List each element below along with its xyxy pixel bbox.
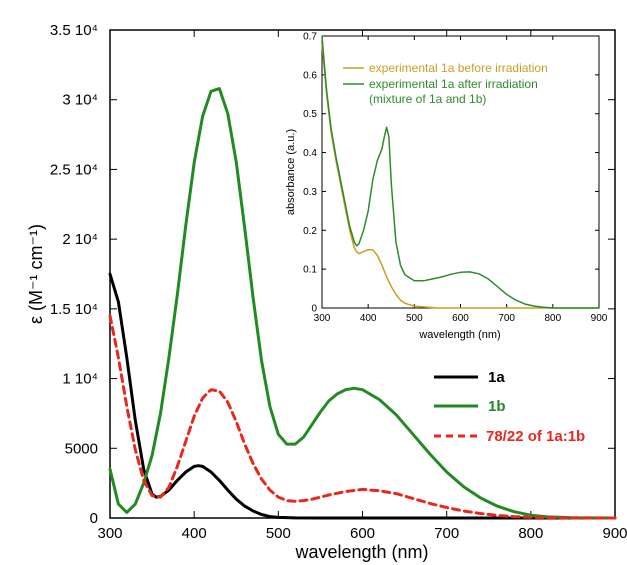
inset-background — [322, 36, 599, 308]
x-tick-label: 700 — [434, 525, 459, 542]
y-tick-label: 0.4 — [303, 148, 317, 159]
y-tick-label: 2.5 10⁴ — [50, 161, 98, 178]
x-tick-label: 600 — [350, 525, 375, 542]
x-tick-label: 800 — [544, 313, 561, 324]
y-tick-label: 0 — [90, 510, 98, 527]
inset-x-axis-title: wavelength (nm) — [418, 329, 500, 341]
x-tick-label: 900 — [591, 313, 608, 324]
legend-label-1b: 1b — [488, 398, 506, 415]
inset-axis-ticks: 300 400 500 600 700 800 900 0 0.1 0.2 0.3 0.4 0.5 0.6… — [303, 32, 608, 325]
y-tick-label: 0.5 — [303, 109, 317, 120]
inset-legend-label-before: experimental 1a before irradiation — [369, 61, 548, 75]
main-legend: 1a 1b 78/22 of 1a:1b — [434, 369, 585, 445]
x-tick-label: 700 — [498, 313, 515, 324]
y-tick-label: 1.5 10⁴ — [50, 301, 98, 318]
series-line-2 — [108, 314, 617, 520]
inset-legend-label-after: experimental 1a after irradiation — [369, 77, 538, 91]
series-line-1 — [108, 87, 617, 520]
x-tick-label: 900 — [602, 525, 627, 542]
y-tick-label: 2 10⁴ — [62, 231, 98, 248]
x-tick-label: 400 — [360, 313, 377, 324]
y-tick-label: 0.1 — [303, 265, 317, 276]
x-tick-label: 500 — [406, 313, 423, 324]
main-series-group — [108, 87, 617, 520]
legend-label-1a: 1a — [488, 369, 505, 386]
y-tick-label: 0 — [311, 304, 317, 315]
x-tick-label: 500 — [266, 525, 291, 542]
y-tick-label: 0.3 — [303, 187, 317, 198]
inset-series-group — [321, 35, 600, 309]
y-tick-label: 0.2 — [303, 226, 317, 237]
y-tick-label: 3 10⁴ — [62, 92, 98, 109]
series-line-1 — [321, 35, 600, 309]
main-y-axis-title: ε (M⁻¹ cm⁻¹) — [26, 224, 46, 324]
y-tick-label: 3.5 10⁴ — [50, 22, 98, 39]
y-tick-label: 0.7 — [303, 32, 317, 43]
main-x-axis-title: wavelength (nm) — [294, 542, 428, 562]
series-line-0 — [108, 272, 617, 520]
series-line-0 — [321, 43, 600, 309]
x-tick-label: 800 — [518, 525, 543, 542]
inset-y-axis-title: absorbance (a.u.) — [285, 129, 297, 215]
x-tick-label: 600 — [452, 313, 469, 324]
x-tick-label: 300 — [314, 313, 331, 324]
x-tick-label: 400 — [182, 525, 207, 542]
y-tick-label: 5000 — [65, 440, 98, 457]
x-tick-label: 300 — [97, 525, 122, 542]
legend-label-mixture: 78/22 of 1a:1b — [486, 428, 585, 445]
y-tick-label: 0.6 — [303, 70, 317, 81]
inset-legend: experimental 1a before irradiation exper… — [343, 61, 548, 106]
inset-legend-note: (mixture of 1a and 1b) — [369, 92, 486, 106]
y-tick-label: 1 10⁴ — [62, 371, 98, 388]
